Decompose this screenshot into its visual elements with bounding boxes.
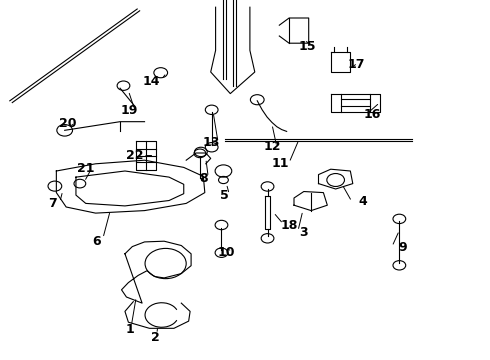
Text: 11: 11	[271, 157, 289, 170]
Text: 19: 19	[120, 104, 138, 117]
Text: 9: 9	[398, 241, 407, 254]
Text: 14: 14	[142, 75, 160, 88]
Text: 12: 12	[264, 140, 281, 153]
Text: 20: 20	[59, 117, 76, 130]
Text: 18: 18	[280, 219, 298, 232]
Text: 15: 15	[299, 40, 317, 53]
Text: 5: 5	[220, 189, 229, 202]
Text: 21: 21	[77, 162, 95, 175]
Text: 7: 7	[49, 197, 57, 210]
Text: 3: 3	[299, 226, 308, 239]
Text: 4: 4	[358, 195, 367, 208]
Text: 16: 16	[364, 108, 381, 121]
Text: 2: 2	[151, 331, 160, 344]
Text: 8: 8	[199, 172, 208, 185]
Text: 6: 6	[93, 235, 101, 248]
Text: 17: 17	[348, 58, 366, 71]
Text: 10: 10	[218, 246, 235, 259]
Text: 13: 13	[203, 136, 220, 149]
Text: 22: 22	[126, 149, 144, 162]
Text: 1: 1	[125, 323, 134, 336]
